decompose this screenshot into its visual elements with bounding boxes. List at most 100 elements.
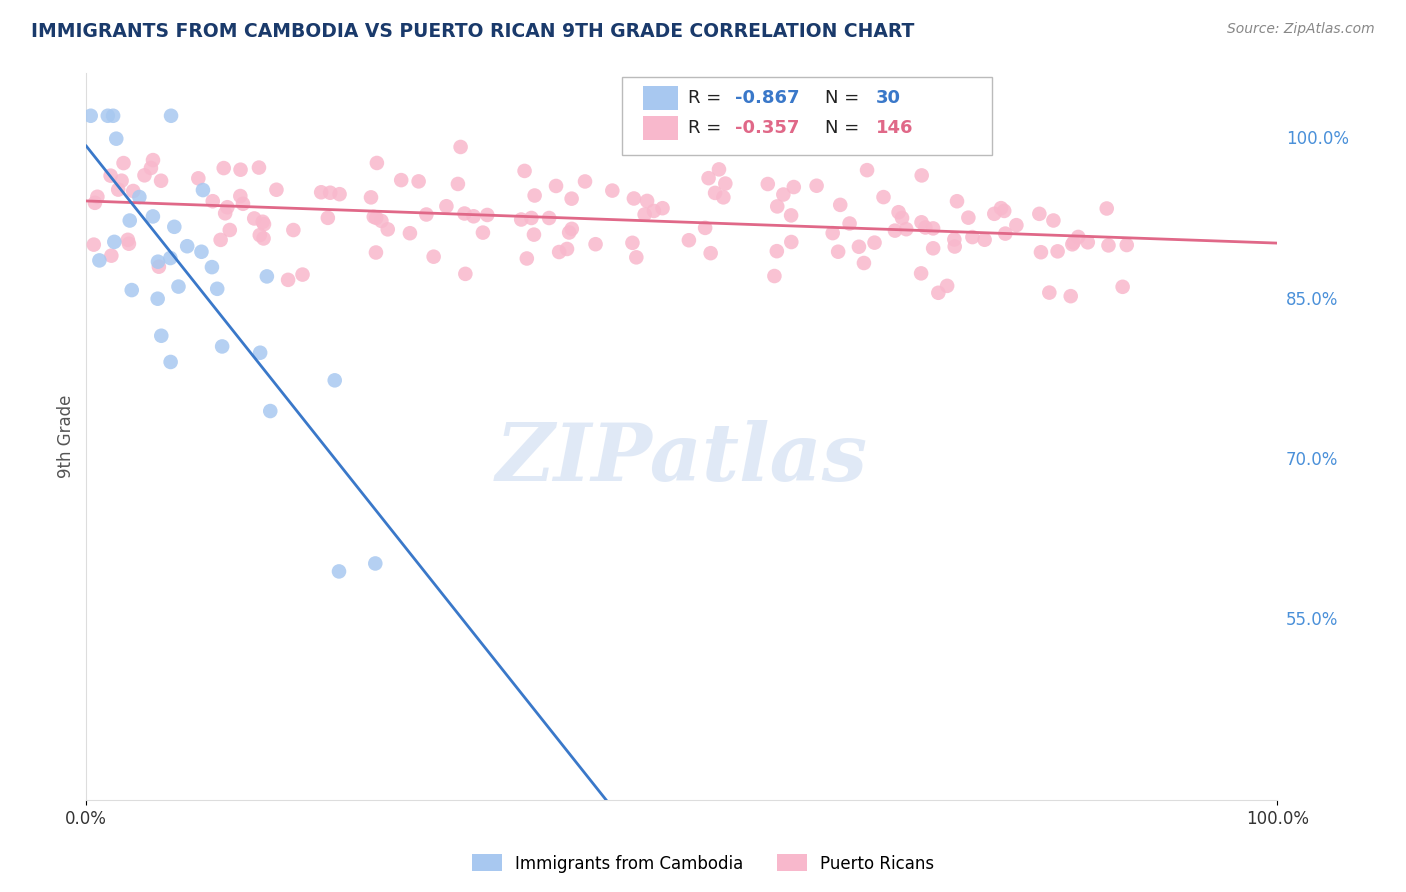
Text: IMMIGRANTS FROM CAMBODIA VS PUERTO RICAN 9TH GRADE CORRELATION CHART: IMMIGRANTS FROM CAMBODIA VS PUERTO RICAN… [31, 22, 914, 41]
Point [283, 223, 305, 237]
Point [86, 190, 108, 204]
Text: N =: N = [825, 89, 865, 107]
Point [477, 208, 499, 222]
Point [555, 242, 578, 256]
Point [830, 198, 852, 212]
Point [364, 245, 387, 260]
Point [887, 205, 910, 219]
Text: ZIPatlas: ZIPatlas [496, 419, 868, 497]
Point [142, 210, 165, 224]
Point [884, 224, 907, 238]
Point [463, 209, 485, 223]
Point [783, 180, 806, 194]
Point [319, 186, 342, 200]
Text: -0.357: -0.357 [735, 119, 800, 136]
Point [209, 233, 232, 247]
Point [651, 201, 673, 215]
Point [872, 190, 894, 204]
Point [150, 328, 173, 343]
Point [190, 244, 212, 259]
Point [914, 220, 936, 235]
Point [103, 235, 125, 249]
Point [159, 355, 181, 369]
Point [973, 233, 995, 247]
Point [309, 186, 332, 200]
Point [910, 266, 932, 280]
Point [259, 404, 281, 418]
Point [574, 174, 596, 188]
FancyBboxPatch shape [623, 77, 991, 155]
Point [994, 227, 1017, 241]
Point [1063, 235, 1085, 250]
Point [160, 109, 183, 123]
Point [363, 210, 385, 224]
Point [252, 231, 274, 245]
Point [117, 233, 139, 247]
Point [360, 190, 382, 204]
Point [990, 201, 1012, 215]
Point [139, 161, 162, 175]
Point [585, 237, 607, 252]
Point [364, 557, 387, 571]
Point [927, 285, 949, 300]
Point [252, 215, 274, 229]
Point [513, 164, 536, 178]
Point [1067, 230, 1090, 244]
Point [128, 190, 150, 204]
Point [118, 236, 141, 251]
Point [291, 268, 314, 282]
Point [176, 239, 198, 253]
Point [150, 174, 173, 188]
Point [993, 203, 1015, 218]
Point [544, 178, 567, 193]
Point [922, 221, 945, 235]
Point [538, 211, 561, 225]
Point [922, 241, 945, 255]
Point [756, 177, 779, 191]
Legend: Immigrants from Cambodia, Puerto Ricans: Immigrants from Cambodia, Puerto Ricans [465, 847, 941, 880]
Point [148, 260, 170, 274]
Point [389, 173, 412, 187]
Point [100, 249, 122, 263]
Point [838, 217, 860, 231]
Point [229, 189, 252, 203]
Point [643, 203, 665, 218]
Point [821, 226, 844, 240]
Point [218, 223, 240, 237]
Point [852, 256, 875, 270]
Point [548, 245, 571, 260]
Point [766, 244, 789, 259]
Point [100, 169, 122, 183]
Point [399, 226, 422, 240]
Point [943, 232, 966, 246]
Point [146, 254, 169, 268]
Point [214, 206, 236, 220]
Point [112, 156, 135, 170]
Point [523, 188, 546, 202]
Point [713, 190, 735, 204]
Point [766, 199, 789, 213]
Point [80, 109, 103, 123]
Bar [643, 87, 678, 111]
Point [249, 228, 271, 243]
Point [523, 227, 546, 242]
Point [772, 187, 794, 202]
Point [561, 192, 583, 206]
Point [621, 235, 644, 250]
Point [232, 196, 254, 211]
Point [957, 211, 980, 225]
Point [911, 169, 934, 183]
Text: Source: ZipAtlas.com: Source: ZipAtlas.com [1227, 22, 1375, 37]
Point [121, 283, 143, 297]
Point [328, 565, 350, 579]
Point [936, 278, 959, 293]
Text: R =: R = [688, 89, 727, 107]
Point [266, 183, 288, 197]
Point [105, 131, 128, 145]
Text: R =: R = [688, 119, 727, 136]
Point [510, 212, 533, 227]
Point [1077, 235, 1099, 250]
Point [83, 195, 105, 210]
Point [370, 214, 392, 228]
Point [943, 239, 966, 253]
